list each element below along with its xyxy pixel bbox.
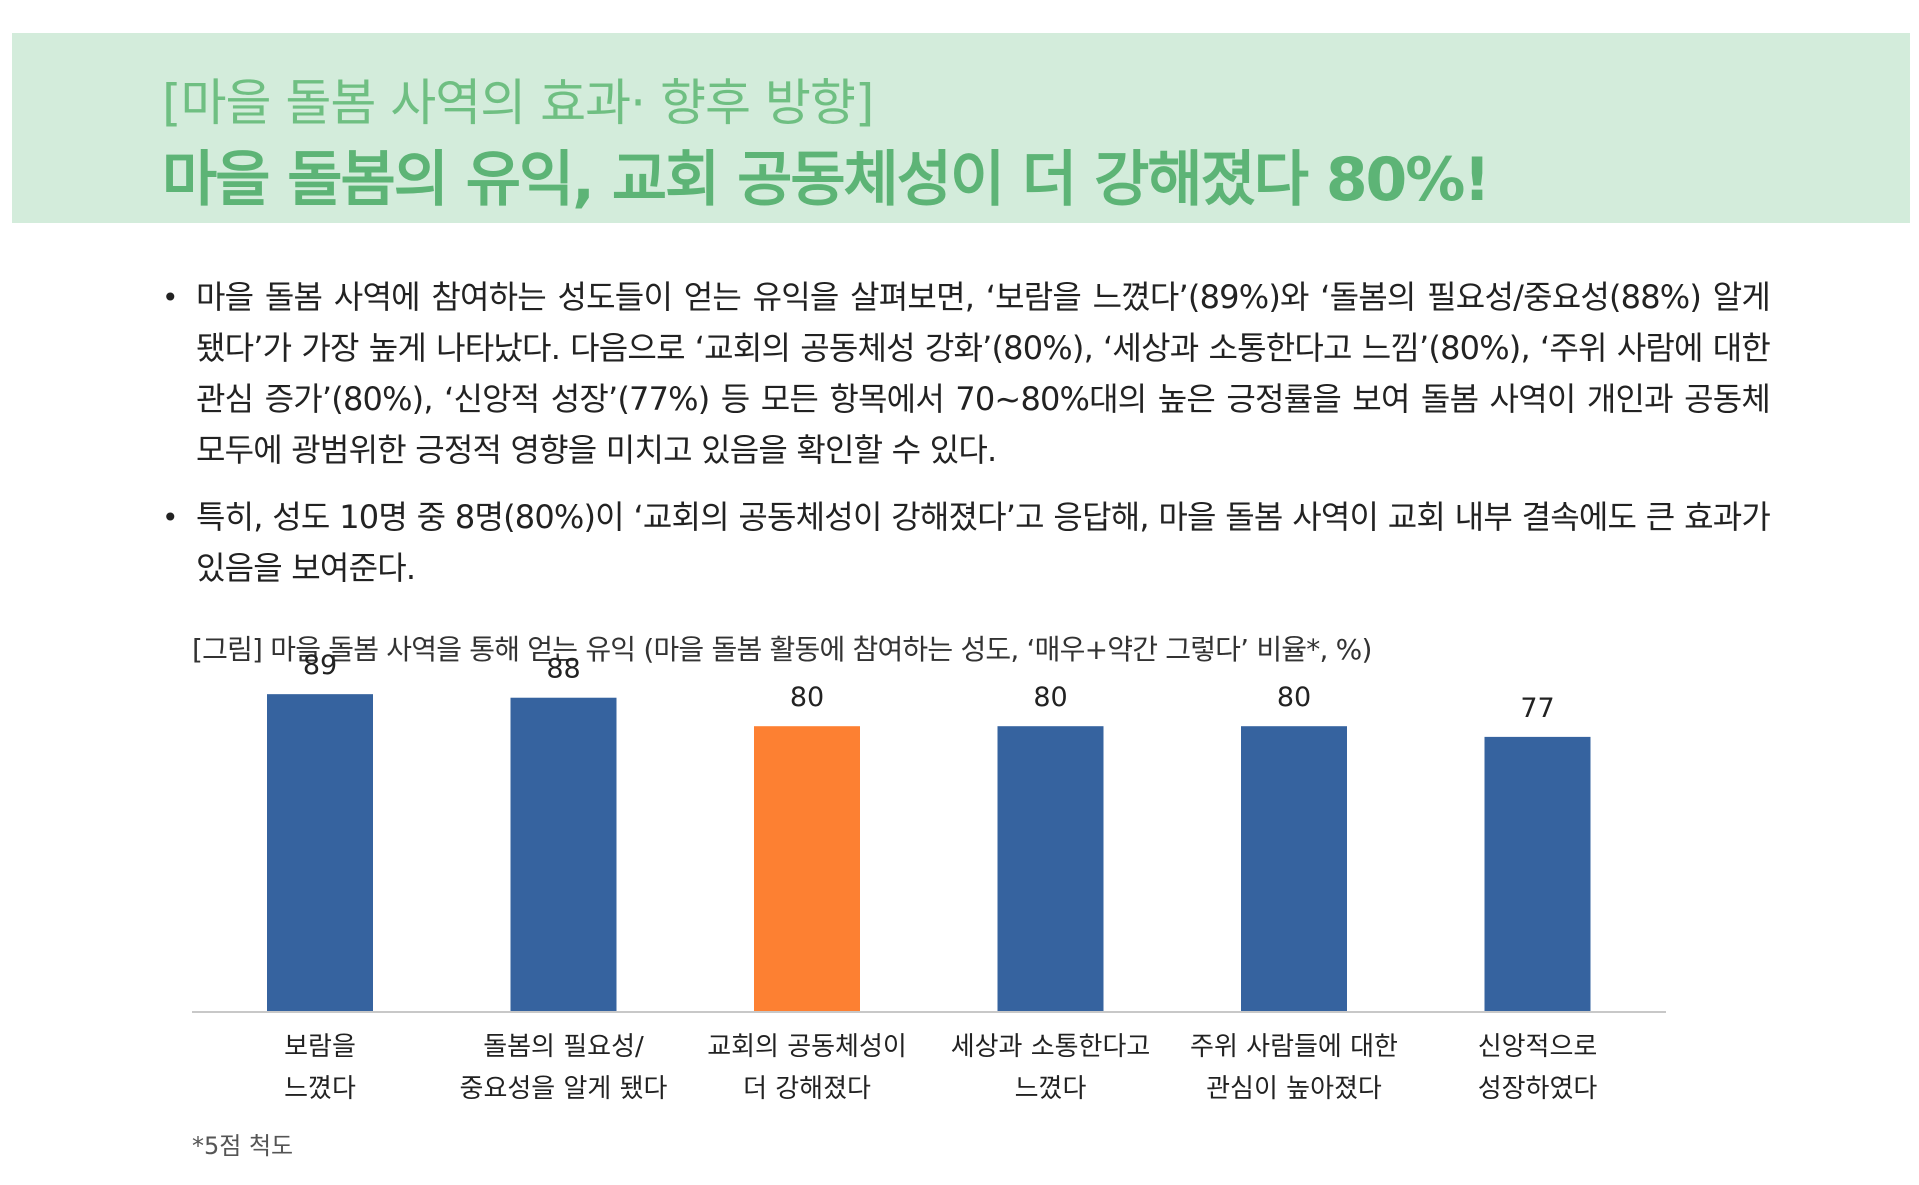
data-label: 77 — [1520, 693, 1554, 724]
category-label: 중요성을 알게 됐다 — [460, 1074, 668, 1104]
category-label: 느꼈다 — [1015, 1074, 1087, 1104]
bar — [997, 726, 1104, 1011]
data-label: 80 — [1277, 682, 1311, 713]
category-label: 느꼈다 — [284, 1074, 356, 1104]
category-label: 보람을 — [284, 1032, 356, 1062]
data-label: 88 — [546, 654, 580, 685]
bullet-item: • 마을 돌봄 사역에 참여하는 성도들이 얻는 유익을 살펴보면, ‘보람을 … — [160, 272, 1771, 476]
bullet-dot: • — [162, 281, 179, 314]
category-label: 성장하였다 — [1478, 1074, 1598, 1104]
figure-caption: [그림] 마을 돌봄 사역을 통해 얻는 유익 (마을 돌봄 활동에 참여하는 … — [192, 633, 1372, 666]
category-label: 신앙적으로 — [1478, 1032, 1598, 1062]
category-label: 더 강해졌다 — [743, 1074, 871, 1104]
header-banner: [마을 돌봄 사역의 효과· 향후 방향] 마을 돌봄의 유익, 교회 공동체성… — [12, 33, 1910, 223]
bar — [510, 697, 617, 1011]
bullet-list: • 마을 돌봄 사역에 참여하는 성도들이 얻는 유익을 살펴보면, ‘보람을 … — [160, 272, 1771, 610]
data-label: 80 — [1033, 682, 1067, 713]
bar — [267, 694, 373, 1011]
data-label: 89 — [303, 650, 337, 681]
bar — [754, 726, 860, 1011]
footnote: *5점 척도 — [192, 1132, 294, 1160]
bullet-text: 마을 돌봄 사역에 참여하는 성도들이 얻는 유익을 살펴보면, ‘보람을 느꼈… — [196, 278, 1771, 469]
category-label: 돌봄의 필요성/ — [483, 1032, 644, 1062]
header-title: 마을 돌봄의 유익, 교회 공동체성이 더 강해졌다 80%! — [162, 145, 1491, 215]
header-subtitle: [마을 돌봄 사역의 효과· 향후 방향] — [162, 74, 874, 132]
category-label: 세상과 소통한다고 — [951, 1032, 1151, 1062]
category-label: 교회의 공동체성이 — [707, 1032, 907, 1062]
bullet-item: • 특히, 성도 10명 중 8명(80%)이 ‘교회의 공동체성이 강해졌다’… — [160, 492, 1771, 594]
category-label: 주위 사람들에 대한 — [1190, 1032, 1398, 1062]
bar — [1484, 736, 1591, 1011]
bar — [1241, 726, 1347, 1011]
data-label: 80 — [790, 682, 824, 713]
bullet-text: 특히, 성도 10명 중 8명(80%)이 ‘교회의 공동체성이 강해졌다’고 … — [196, 498, 1771, 587]
category-label: 관심이 높아졌다 — [1206, 1074, 1382, 1104]
bullet-dot: • — [162, 501, 179, 534]
